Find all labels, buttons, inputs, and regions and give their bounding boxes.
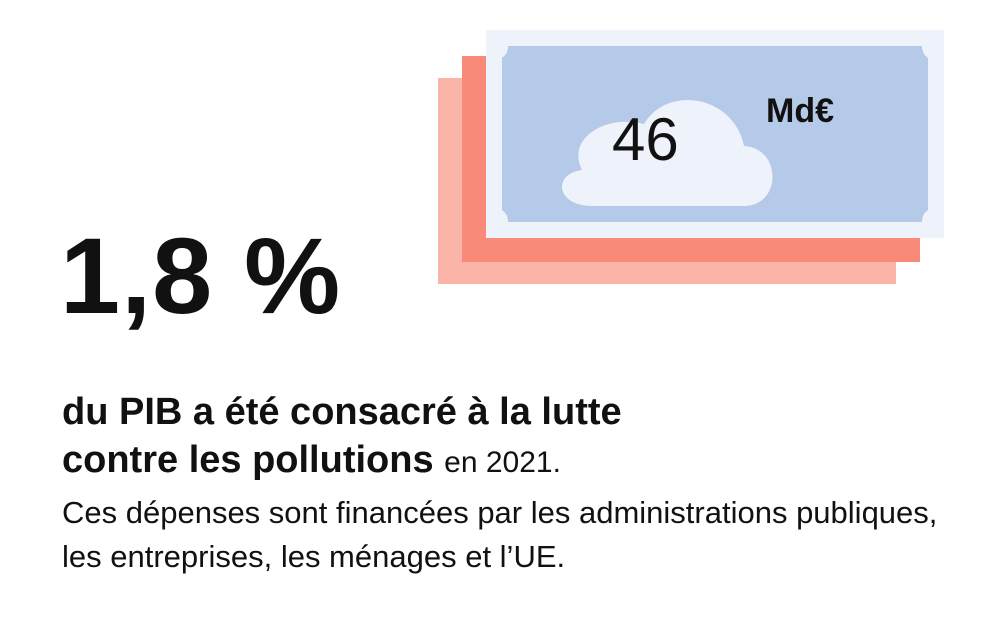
amount-value: 46 (612, 106, 679, 173)
text-block: du PIB a été consacré à la lutte contre … (62, 388, 942, 579)
headline-year: en 2021. (444, 446, 561, 479)
description: Ces dépenses sont financées par les admi… (62, 495, 938, 574)
percentage-value: 1,8 % (60, 215, 342, 336)
amount-unit: Md€ (766, 92, 834, 130)
headline-bold-phrase: contre les pollutions (62, 439, 434, 481)
banknotes-illustration (432, 28, 952, 298)
headline: du PIB a été consacré à la lutte contre … (62, 388, 942, 487)
headline-line-2: contre les pollutions en 2021. (62, 436, 942, 487)
cloud-icon (561, 100, 773, 206)
headline-line-1: du PIB a été consacré à la lutte (62, 391, 622, 433)
banknote-stack-icon (438, 30, 944, 284)
